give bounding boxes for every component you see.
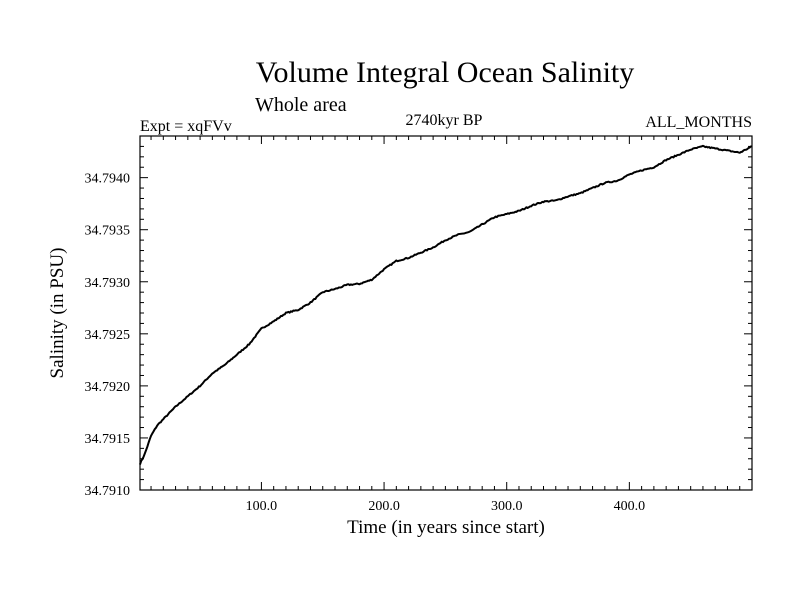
x-tick-label: 200.0 bbox=[368, 499, 400, 514]
y-tick-label: 34.7910 bbox=[85, 484, 131, 499]
y-tick-labels: 34.7910 34.7915 34.7920 34.7925 34.7930 34.79… bbox=[85, 172, 131, 499]
x-tick-label: 100.0 bbox=[246, 499, 278, 514]
period-label: 2740kyr BP bbox=[406, 112, 483, 129]
x-tick-label: 400.0 bbox=[614, 499, 646, 514]
axis-ticks bbox=[140, 135, 753, 491]
experiment-label: Expt = xqFVv bbox=[140, 118, 232, 135]
y-tick-label: 34.7925 bbox=[85, 328, 131, 343]
y-tick-label: 34.7920 bbox=[85, 380, 131, 395]
y-tick-label: 34.7940 bbox=[85, 172, 131, 187]
y-axis-label: Salinity (in PSU) bbox=[47, 248, 68, 379]
chart-title: Volume Integral Ocean Salinity bbox=[256, 56, 635, 89]
y-tick-label: 34.7915 bbox=[85, 432, 131, 447]
x-axis-label: Time (in years since start) bbox=[347, 517, 545, 538]
x-tick-label: 300.0 bbox=[491, 499, 523, 514]
months-label: ALL_MONTHS bbox=[645, 114, 752, 131]
y-tick-label: 34.7930 bbox=[85, 276, 131, 291]
plot-frame bbox=[139, 135, 753, 491]
x-tick-labels: 100.0 200.0 300.0 400.0 bbox=[246, 499, 645, 514]
y-tick-label: 34.7935 bbox=[85, 224, 131, 239]
salinity-series-line bbox=[139, 144, 753, 465]
chart-subtitle: Whole area bbox=[255, 94, 347, 116]
